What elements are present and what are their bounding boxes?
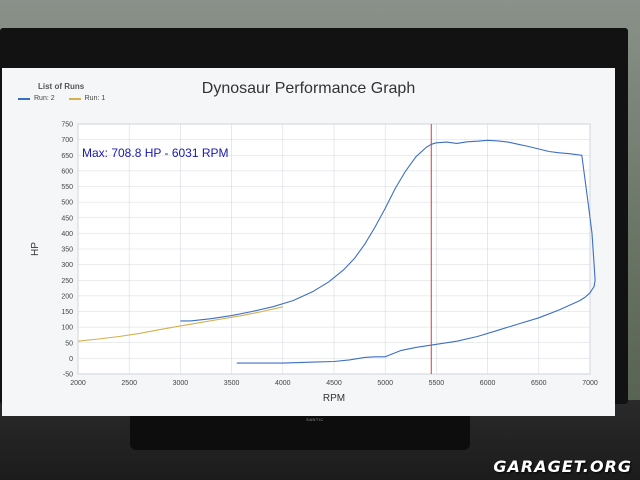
y-tick-label: 250 [61, 278, 73, 285]
legend-title: List of Runs [38, 82, 85, 91]
y-tick-label: 650 [61, 153, 73, 160]
x-axis-label: RPM [323, 393, 345, 404]
y-tick-label: 150 [61, 309, 73, 316]
y-tick-label: 400 [61, 231, 73, 238]
y-tick-label: 100 [61, 325, 73, 332]
y-tick-label: 700 [61, 137, 73, 144]
x-tick-label: 3000 [173, 380, 189, 387]
monitor-brand-logo: SANTIC [306, 417, 324, 422]
y-tick-label: 550 [61, 184, 73, 191]
x-tick-label: 5500 [429, 380, 445, 387]
series-line-run-2 [180, 139, 596, 364]
x-tick-label: 6500 [531, 380, 547, 387]
chart-screen: List of Runs Run: 2 Run: 1 Dynosaur Perf… [2, 68, 615, 416]
y-axis-label: HP [30, 242, 41, 256]
y-tick-label: 0 [69, 356, 73, 363]
y-tick-label: 600 [61, 168, 73, 175]
plot-area: -50 0 50 100 150 200 250 300 350 400 450 500 550 600 6… [30, 122, 598, 405]
site-watermark: GARAGET.ORG [493, 457, 632, 476]
x-tick-label: 7000 [582, 380, 598, 387]
x-tick-label: 2000 [70, 380, 86, 387]
legend-item-run-2[interactable]: Run: 2 [18, 95, 55, 102]
series-line-run-1 [77, 306, 283, 342]
chart-title: Dynosaur Performance Graph [201, 80, 416, 97]
y-tick-label: 500 [61, 200, 73, 207]
x-tick-label: 2500 [121, 380, 137, 387]
legend-label-run-1: Run: 1 [84, 95, 106, 102]
x-tick-label: 4000 [275, 380, 291, 387]
monitor-stand [130, 410, 470, 450]
legend-swatch-run-1 [68, 97, 81, 100]
y-tick-label: 450 [61, 215, 73, 222]
max-annotation: Max: 708.8 HP - 6031 RPM [82, 146, 229, 160]
legend-label-run-2: Run: 2 [34, 95, 55, 102]
y-tick-label: 300 [61, 262, 73, 269]
legend: Run: 2 Run: 1 [18, 95, 105, 102]
y-tick-label: 200 [61, 293, 73, 300]
x-tick-label: 6000 [480, 380, 496, 387]
x-tick-label: 4500 [326, 380, 342, 387]
monitor-bezel: List of Runs Run: 2 Run: 1 Dynosaur Perf… [0, 28, 628, 422]
y-tick-label: 750 [61, 122, 73, 129]
x-tick-label: 5000 [377, 380, 393, 387]
legend-item-run-1[interactable]: Run: 1 [68, 95, 106, 102]
y-tick-label: -50 [63, 372, 73, 379]
y-tick-label: 350 [61, 247, 73, 254]
x-tick-label: 3500 [224, 380, 240, 387]
y-tick-label: 50 [65, 340, 73, 347]
legend-swatch-run-2 [18, 97, 30, 100]
